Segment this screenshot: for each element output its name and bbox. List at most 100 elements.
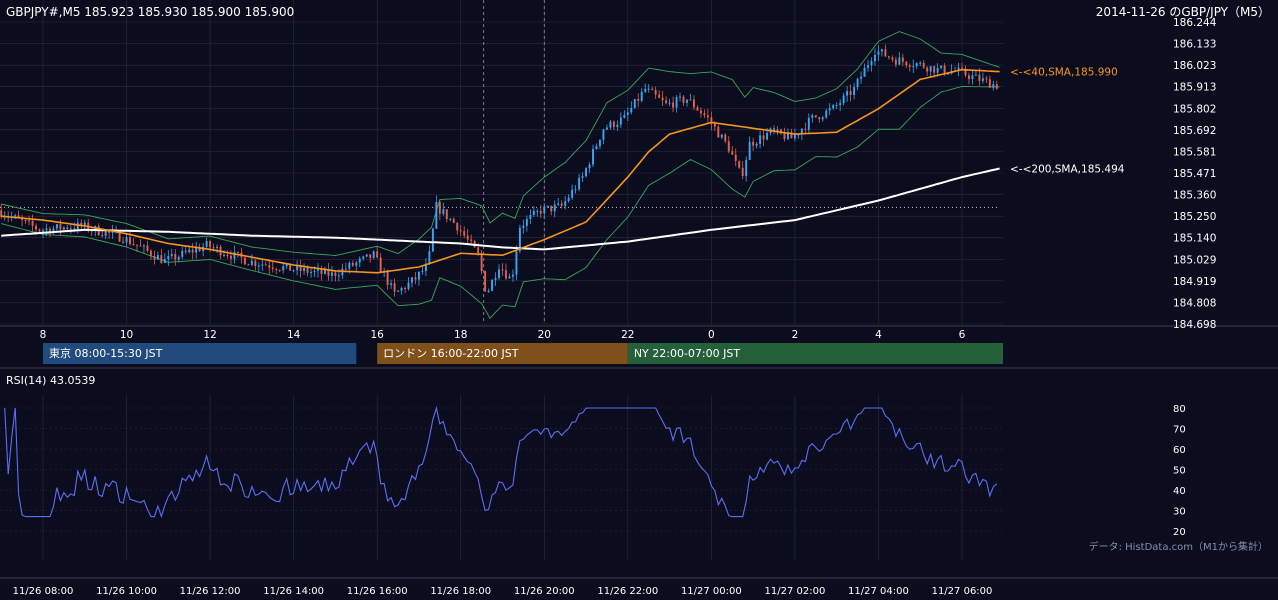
candle-body bbox=[849, 91, 852, 96]
candle-body bbox=[689, 99, 692, 101]
time-tick-label: 18 bbox=[454, 329, 467, 341]
candle-body bbox=[498, 269, 500, 279]
session-bar bbox=[43, 343, 357, 364]
candle-body bbox=[564, 201, 567, 206]
candle-body bbox=[491, 279, 494, 291]
candle-body bbox=[484, 271, 487, 292]
time-tick-label: 0 bbox=[708, 329, 715, 341]
candle-body bbox=[880, 49, 883, 52]
candle-body bbox=[480, 253, 483, 272]
candle-body bbox=[776, 129, 779, 132]
candle-body bbox=[658, 94, 661, 98]
price-tick-label: 185.471 bbox=[1173, 168, 1216, 180]
candle-body bbox=[567, 197, 570, 202]
candle-body bbox=[574, 189, 577, 191]
candle-body bbox=[668, 102, 671, 104]
candle-body bbox=[487, 290, 490, 292]
candle-body bbox=[612, 121, 615, 128]
candle-body bbox=[703, 113, 706, 116]
candle-body bbox=[581, 176, 584, 178]
candle-body bbox=[268, 265, 271, 268]
bottom-time-label: 11/26 14:00 bbox=[263, 586, 324, 597]
candle-body bbox=[651, 88, 654, 91]
candle-body bbox=[264, 264, 267, 266]
candle-body bbox=[31, 220, 34, 226]
candle-body bbox=[727, 141, 730, 152]
candle-body bbox=[609, 121, 612, 128]
rsi-label: RSI(14) 43.0539 bbox=[6, 374, 95, 387]
candle-body bbox=[463, 231, 466, 236]
candle-body bbox=[599, 139, 601, 147]
candle-body bbox=[536, 210, 539, 212]
candle-body bbox=[887, 56, 890, 58]
candle-body bbox=[734, 154, 737, 161]
candle-body bbox=[821, 117, 824, 120]
candle-body bbox=[330, 272, 333, 276]
time-tick-label: 16 bbox=[370, 329, 384, 341]
candle-body bbox=[372, 251, 375, 258]
session-label: NY 22:00-07:00 JST bbox=[634, 347, 741, 360]
candle-body bbox=[752, 141, 755, 146]
candle-body bbox=[773, 128, 775, 132]
time-tick-label: 8 bbox=[40, 329, 47, 341]
candle-body bbox=[894, 59, 897, 65]
candle-body bbox=[995, 84, 998, 89]
candle-body bbox=[230, 255, 232, 259]
candle-body bbox=[76, 222, 79, 230]
price-tick-label: 184.919 bbox=[1173, 276, 1216, 288]
rsi-tick-label: 60 bbox=[1173, 445, 1186, 456]
candle-body bbox=[647, 88, 650, 90]
candle-body bbox=[101, 234, 104, 236]
candle-body bbox=[898, 57, 901, 65]
candle-body bbox=[449, 218, 452, 220]
candle-body bbox=[236, 251, 239, 253]
candle-body bbox=[442, 209, 445, 214]
chart-header-title: 2014-11-26 のGBP/JPY（M5） bbox=[1096, 5, 1270, 19]
rsi-tick-label: 40 bbox=[1173, 486, 1186, 497]
candle-body bbox=[807, 117, 810, 130]
bottom-time-label: 11/26 08:00 bbox=[13, 586, 74, 597]
candle-body bbox=[675, 97, 678, 108]
candle-body bbox=[860, 76, 863, 79]
candle-body bbox=[393, 283, 396, 292]
candle-body bbox=[421, 271, 424, 273]
price-tick-label: 185.692 bbox=[1173, 125, 1216, 137]
candle-body bbox=[153, 255, 156, 260]
price-tick-label: 185.360 bbox=[1173, 190, 1216, 202]
candle-body bbox=[355, 262, 358, 266]
candle-body bbox=[901, 57, 904, 62]
candle-body bbox=[362, 256, 365, 259]
candle-body bbox=[783, 133, 786, 140]
candle-body bbox=[324, 269, 326, 274]
candle-body bbox=[216, 246, 219, 248]
candle-body bbox=[195, 248, 198, 253]
candle-body bbox=[508, 276, 511, 279]
candle-body bbox=[762, 135, 765, 140]
candle-body bbox=[818, 117, 821, 120]
candle-body bbox=[825, 110, 828, 118]
candle-body bbox=[125, 237, 128, 243]
candle-body bbox=[438, 202, 441, 214]
candle-body bbox=[226, 254, 229, 256]
candle-body bbox=[156, 255, 159, 260]
candle-body bbox=[654, 90, 657, 95]
data-source-note: データ: HistData.com（M1から集計） bbox=[1089, 540, 1268, 553]
candle-body bbox=[644, 88, 647, 92]
price-tick-label: 186.023 bbox=[1173, 60, 1216, 72]
candle-body bbox=[35, 225, 37, 230]
candle-body bbox=[710, 117, 713, 124]
candle-body bbox=[104, 231, 107, 236]
candle-body bbox=[136, 244, 138, 246]
candle-body bbox=[170, 254, 173, 257]
candle-body bbox=[386, 271, 389, 285]
candle-body bbox=[988, 79, 991, 88]
candle-body bbox=[400, 287, 403, 291]
candle-body bbox=[435, 202, 438, 229]
rsi-tick-label: 30 bbox=[1173, 507, 1186, 518]
candle-body bbox=[233, 251, 236, 259]
candle-body bbox=[424, 263, 427, 272]
candle-body bbox=[358, 258, 361, 263]
candle-body bbox=[59, 224, 62, 230]
candle-body bbox=[397, 290, 400, 292]
candle-body bbox=[466, 235, 469, 240]
